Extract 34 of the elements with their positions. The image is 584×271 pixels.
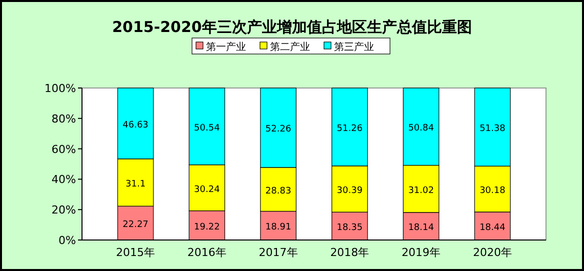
data-label: 28.83: [265, 186, 292, 196]
x-tick-label: 2020年: [472, 246, 512, 259]
data-label: 50.84: [408, 124, 434, 134]
y-tick-label: 60%: [52, 142, 76, 156]
y-tick-label: 20%: [52, 204, 76, 217]
legend-label: 第二产业: [270, 41, 310, 53]
x-tick-label: 2017年: [258, 246, 298, 259]
x-tick-label: 2016年: [187, 246, 226, 259]
data-label: 18.91: [265, 222, 292, 233]
y-tick-label: 100%: [44, 82, 76, 95]
data-label: 30.18: [480, 186, 506, 196]
data-label: 18.14: [408, 223, 434, 234]
y-tick-label: 0%: [58, 234, 76, 247]
chart-title: 2015-2020年三次产业增加值占地区生产总值比重图: [112, 18, 472, 36]
x-tick-label: 2019年: [402, 246, 441, 259]
legend-label: 第三产业: [334, 41, 374, 53]
data-label: 52.26: [265, 124, 292, 135]
legend-label: 第一产业: [206, 41, 246, 53]
y-tick-label: 80%: [52, 112, 76, 126]
data-label: 30.24: [194, 184, 220, 195]
y-tick-label: 40%: [52, 173, 76, 186]
data-label: 19.22: [194, 222, 220, 232]
data-label: 46.63: [122, 120, 148, 130]
data-label: 51.38: [480, 124, 506, 134]
data-label: 50.54: [194, 123, 220, 134]
data-label: 22.27: [122, 220, 148, 230]
data-label: 31.1: [126, 180, 146, 190]
data-label: 30.39: [336, 186, 363, 196]
data-label: 31.02: [408, 186, 434, 196]
x-tick-label: 2015年: [116, 246, 156, 259]
x-tick-label: 2018年: [330, 246, 370, 259]
data-label: 51.26: [336, 124, 363, 134]
data-label: 18.44: [480, 222, 506, 233]
data-label: 18.35: [336, 223, 363, 234]
